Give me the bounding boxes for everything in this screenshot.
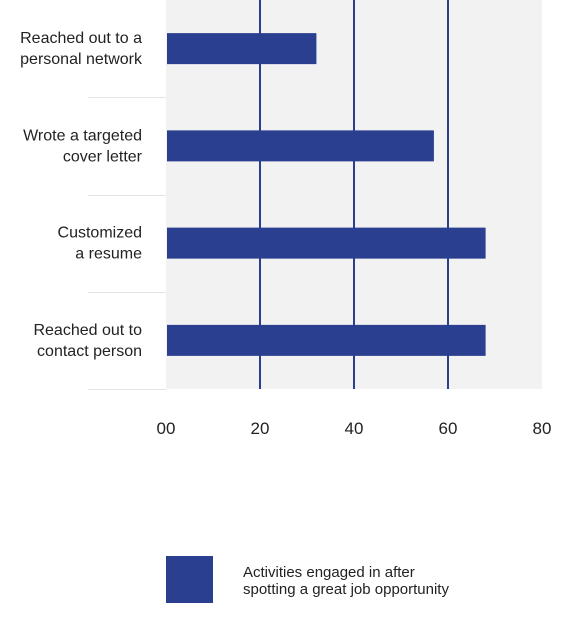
category-labels: Reached out to a personal network Wrote a … xyxy=(20,30,143,360)
bar xyxy=(167,324,486,356)
grid-lines xyxy=(259,0,449,389)
x-tick-label: 00 xyxy=(157,419,176,438)
category-label: Reached out to contact person xyxy=(33,322,142,360)
band-dividers xyxy=(88,97,166,390)
x-tick-label: 40 xyxy=(345,419,364,438)
x-tick-label: 80 xyxy=(533,419,552,438)
x-tick-label: 20 xyxy=(251,419,270,438)
x-tick-labels: 00 20 40 60 80 xyxy=(157,419,552,438)
legend: Activities engaged in after spotting a gr… xyxy=(166,556,449,603)
bar xyxy=(167,227,486,259)
legend-swatch xyxy=(166,556,213,603)
bar xyxy=(167,33,317,65)
x-tick-label: 60 xyxy=(439,419,458,438)
category-label: Customized a resume xyxy=(58,225,143,263)
category-label: Wrote a targeted cover letter xyxy=(23,127,143,165)
legend-label: Activities engaged in after spotting a gr… xyxy=(243,564,449,598)
category-label: Reached out to a personal network xyxy=(20,30,143,68)
bars xyxy=(167,33,486,356)
bar xyxy=(167,130,434,162)
